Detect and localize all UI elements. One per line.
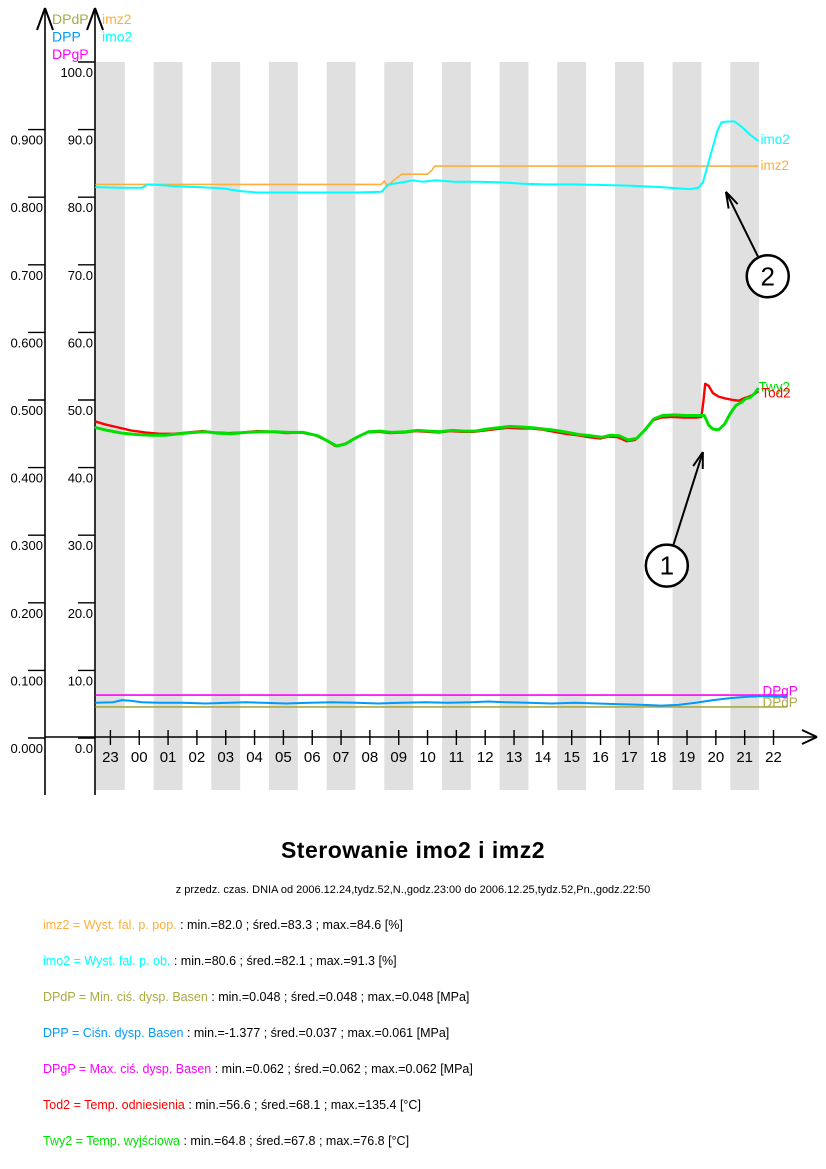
legend-series-stats: : min.=0.048 ; śred.=0.048 ; max.=0.048 … (208, 990, 470, 1004)
y-right-tick-label: 40.0 (68, 471, 93, 486)
legend-row-Twy2: Twy2 = Temp. wyjściowa : min.=64.8 ; śre… (43, 1133, 473, 1149)
annotation-number: 2 (761, 261, 775, 291)
legend-row-imz2: imz2 = Wyst. fal. p. pop. : min.=82.0 ; … (43, 917, 473, 933)
x-tick-label: 14 (535, 749, 552, 766)
legend-series-label: Twy2 = Temp. wyjściowa (43, 1134, 180, 1148)
chart-subtitle: z przedz. czas. DNIA od 2006.12.24,tydz.… (0, 884, 826, 896)
series-line-imo2 (96, 122, 758, 193)
y-right-tick-label: 20.0 (68, 606, 93, 621)
y-left-tick-label: 0.300 (10, 538, 43, 553)
hour-stripe (211, 62, 240, 790)
x-tick-label: 23 (102, 749, 119, 766)
series-end-label-imo2: imo2 (761, 132, 790, 147)
legend-row-Tod2: Tod2 = Temp. odniesienia : min.=56.6 ; ś… (43, 1097, 473, 1113)
legend-series-stats: : min.=56.6 ; śred.=68.1 ; max.=135.4 [°… (185, 1098, 421, 1112)
y-right-tick-label: 70.0 (68, 268, 93, 283)
series-end-label-Tod2: Tod2 (761, 386, 790, 401)
legend-series-stats: : min.=64.8 ; śred.=67.8 ; max.=76.8 [°C… (180, 1134, 409, 1148)
x-tick-label: 17 (621, 749, 638, 766)
x-tick-label: 04 (246, 749, 263, 766)
hour-stripe (557, 62, 586, 790)
y-right-tick-label: 60.0 (68, 335, 93, 350)
axis-legend-DPP: DPP (52, 29, 81, 45)
axis-legend-imz2: imz2 (102, 11, 132, 27)
y-axis-left-arrowhead (37, 8, 45, 30)
x-tick-label: 10 (419, 749, 436, 766)
legend-series-label: imz2 = Wyst. fal. p. pop. (43, 918, 177, 932)
y-right-tick-label: 10.0 (68, 673, 93, 688)
hour-stripe (730, 62, 759, 790)
x-tick-label: 08 (362, 749, 379, 766)
annotation-number: 1 (660, 551, 674, 581)
series-line-Tod2 (96, 384, 758, 446)
y-left-tick-label: 0.200 (10, 606, 43, 621)
legend-series-label: imo2 = Wyst. fal. p. ob. (43, 954, 170, 968)
x-tick-label: 16 (592, 749, 609, 766)
x-tick-label: 20 (708, 749, 725, 766)
series-line-imz2 (96, 166, 758, 186)
y-left-tick-label: 0.400 (10, 471, 43, 486)
legend-series-label: DPdP = Min. ciś. dysp. Basen (43, 990, 208, 1004)
series-end-label-DPdP: DPdP (763, 695, 798, 710)
x-tick-label: 02 (189, 749, 206, 766)
y-right-tick-label: 50.0 (68, 403, 93, 418)
x-tick-label: 13 (506, 749, 523, 766)
y-left-tick-label: 0.000 (10, 741, 43, 756)
y-right-tick-label: 0.0 (75, 741, 93, 756)
stats-legend: imz2 = Wyst. fal. p. pop. : min.=82.0 ; … (43, 917, 473, 1169)
y-left-tick-label: 0.700 (10, 268, 43, 283)
x-tick-label: 07 (333, 749, 350, 766)
y-right-tick-label: 100.0 (60, 65, 93, 80)
y-left-tick-label: 0.800 (10, 200, 43, 215)
axis-legend-DPgP: DPgP (52, 46, 89, 62)
y-left-tick-label: 0.500 (10, 403, 43, 418)
legend-row-DPdP: DPdP = Min. ciś. dysp. Basen : min.=0.04… (43, 989, 473, 1005)
legend-row-imo2: imo2 = Wyst. fal. p. ob. : min.=80.6 ; ś… (43, 953, 473, 969)
y-left-tick-label: 0.600 (10, 335, 43, 350)
x-tick-label: 01 (160, 749, 177, 766)
x-tick-label: 06 (304, 749, 321, 766)
y-left-tick-label: 0.900 (10, 133, 43, 148)
legend-series-label: DPgP = Max. ciś. dysp. Basen (43, 1062, 211, 1076)
legend-series-stats: : min.=0.062 ; śred.=0.062 ; max.=0.062 … (211, 1062, 473, 1076)
x-tick-label: 18 (650, 749, 667, 766)
y-right-tick-label: 80.0 (68, 200, 93, 215)
x-tick-label: 00 (131, 749, 148, 766)
hour-stripe (154, 62, 183, 790)
axis-legend-imo2: imo2 (102, 29, 133, 45)
hour-stripe (442, 62, 471, 790)
legend-series-label: DPP = Ciśn. dysp. Basen (43, 1026, 183, 1040)
x-tick-label: 09 (390, 749, 407, 766)
hour-stripe (327, 62, 356, 790)
trend-chart: 0.0000.1000.2000.3000.4000.5000.6000.700… (0, 0, 826, 800)
y-right-tick-label: 90.0 (68, 133, 93, 148)
hour-stripe (615, 62, 644, 790)
x-axis-arrowhead (802, 737, 817, 744)
hour-stripe (384, 62, 413, 790)
y-left-tick-label: 0.100 (10, 673, 43, 688)
x-tick-label: 21 (736, 749, 753, 766)
hour-stripe (673, 62, 702, 790)
x-tick-label: 22 (765, 749, 782, 766)
legend-series-stats: : min.=80.6 ; śred.=82.1 ; max.=91.3 [%] (170, 954, 396, 968)
legend-row-DPP: DPP = Ciśn. dysp. Basen : min.=-1.377 ; … (43, 1025, 473, 1041)
x-tick-label: 19 (679, 749, 696, 766)
x-tick-label: 15 (563, 749, 580, 766)
hour-stripe (269, 62, 298, 790)
chart-title: Sterowanie imo2 i imz2 (0, 837, 826, 864)
legend-series-label: Tod2 = Temp. odniesienia (43, 1098, 185, 1112)
series-line-Twy2 (96, 389, 758, 446)
legend-row-DPgP: DPgP = Max. ciś. dysp. Basen : min.=0.06… (43, 1061, 473, 1077)
x-tick-label: 03 (217, 749, 234, 766)
axis-legend-DPdP: DPdP (52, 11, 89, 27)
y-right-tick-label: 30.0 (68, 538, 93, 553)
x-tick-label: 05 (275, 749, 292, 766)
series-end-label-imz2: imz2 (761, 158, 790, 173)
legend-series-stats: : min.=82.0 ; śred.=83.3 ; max.=84.6 [%] (177, 918, 403, 932)
x-tick-label: 12 (477, 749, 494, 766)
x-axis-arrowhead (802, 730, 817, 737)
x-tick-label: 11 (449, 749, 465, 766)
legend-series-stats: : min.=-1.377 ; śred.=0.037 ; max.=0.061… (183, 1026, 449, 1040)
